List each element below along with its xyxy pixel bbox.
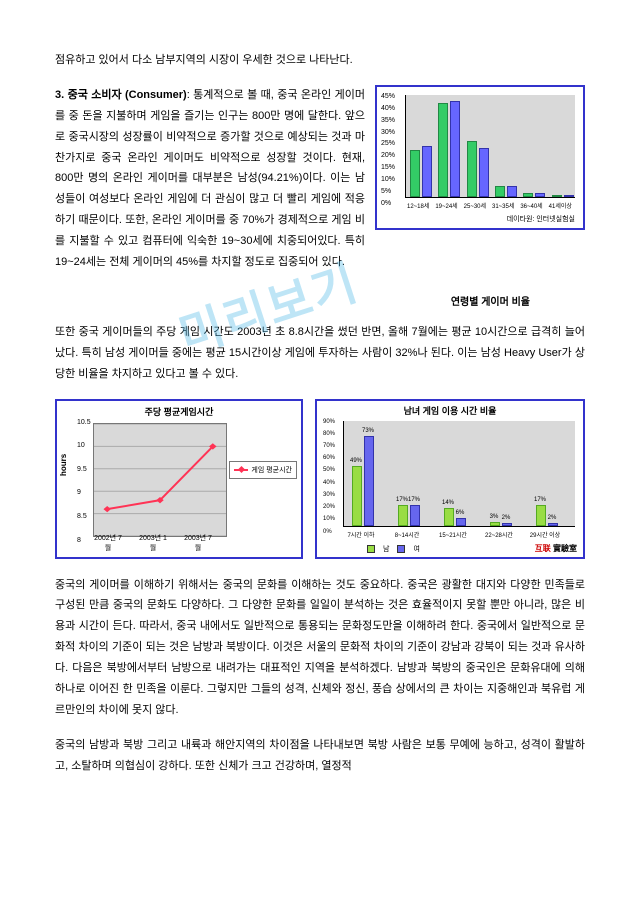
gender-bar-female (410, 505, 420, 526)
line-marker (103, 506, 110, 512)
hours-ytick: 8 (77, 537, 81, 544)
gender-ytick: 60% (323, 455, 335, 461)
gender-ytick: 80% (323, 431, 335, 437)
gender-ytick: 0% (323, 529, 332, 535)
gender-ytick: 20% (323, 504, 335, 510)
chart-row: 주당 평균게임시간 hours 10.5 10 9.5 9 8.5 8 2002년 7월 2… (55, 399, 585, 559)
legend-swatch-female (397, 545, 405, 553)
age-ratio-chart: 45% 40% 35% 30% 25% 20% 15% 10% 5% 0% 12~18세 19~24… (375, 85, 585, 230)
bar-value-male: 49% (346, 458, 366, 464)
gender-xtick: 29시간 이상 (529, 530, 561, 539)
hours-xtick: 2003년 7월 (183, 533, 213, 553)
gender-bar-female (502, 523, 512, 525)
hours-ytick: 10.5 (77, 419, 91, 426)
gender-ytick: 70% (323, 443, 335, 449)
legend-swatch (234, 469, 248, 471)
age-ytick: 10% (381, 176, 395, 183)
age-ytick: 15% (381, 164, 395, 171)
age-bar-a (523, 193, 533, 197)
gender-bar-female (548, 523, 558, 525)
age-chart-source: 데이타원: 인터넷실험실 (507, 214, 575, 224)
bar-value-female: 73% (358, 428, 378, 434)
weekly-hours-plot (93, 423, 227, 537)
age-xtick: 19~24세 (435, 201, 457, 210)
line-chart-svg (94, 424, 226, 536)
legend-female: 여 (413, 544, 419, 554)
bar-value-female: 6% (450, 510, 470, 516)
age-chart-caption: 연령별 게이머 비율 (55, 293, 585, 308)
hours-ytick: 9.5 (77, 466, 87, 473)
section-heading: 3. 중국 소비자 (Consumer) (55, 89, 187, 101)
gender-bar-female (364, 436, 374, 525)
hours-ytick: 10 (77, 442, 85, 449)
age-xtick: 41세이상 (549, 201, 572, 210)
age-bar-b (479, 148, 489, 197)
bar-value-male: 14% (438, 500, 458, 506)
age-ytick: 0% (381, 200, 391, 207)
hours-ytick: 8.5 (77, 513, 87, 520)
gender-bar-female (456, 518, 466, 525)
gender-ytick: 50% (323, 467, 335, 473)
age-ytick: 20% (381, 152, 395, 159)
legend-male: 남 (383, 544, 389, 554)
weekly-hours-legend: 게임 평균시간 (229, 461, 297, 479)
gender-ytick: 30% (323, 492, 335, 498)
age-bar-b (564, 195, 574, 197)
gender-xtick: 15~21시간 (437, 530, 469, 539)
gender-ytick: 90% (323, 419, 335, 425)
age-xtick: 36~40세 (520, 201, 542, 210)
age-bar-b (535, 193, 545, 197)
bar-value-female: 17% (404, 497, 424, 503)
gender-hours-plot: 49%73%17%17%14%6%3%2%17%2% (343, 421, 575, 527)
weekly-hours-chart: 주당 평균게임시간 hours 10.5 10 9.5 9 8.5 8 2002년 7월 2… (55, 399, 303, 559)
gender-bar-male (398, 505, 408, 526)
age-xtick: 12~18세 (407, 201, 429, 210)
hours-ytick: 9 (77, 489, 81, 496)
hours-xtick: 2002년 7월 (93, 533, 123, 553)
gender-hours-title: 남녀 게임 이용 시간 비율 (317, 404, 583, 417)
hours-xtick: 2003년 1월 (138, 533, 168, 553)
gender-xtick: 7시간 이하 (345, 530, 377, 539)
gender-hours-legend: 남 여 (367, 544, 420, 554)
weekly-hours-title: 주당 평균게임시간 (57, 405, 301, 418)
age-bar-a (467, 141, 477, 197)
age-ytick: 5% (381, 188, 391, 195)
age-ytick: 25% (381, 140, 395, 147)
weekly-hours-ylabel: hours (59, 453, 68, 475)
gender-bar-male (490, 522, 500, 526)
age-ytick: 35% (381, 117, 395, 124)
paragraph-3: 또한 중국 게이머들의 주당 게임 시간도 2003년 초 8.8시간을 썼던 … (55, 322, 585, 385)
paragraph-4: 중국의 게이머를 이해하기 위해서는 중국의 문화를 이해하는 것도 중요하다.… (55, 575, 585, 721)
gender-xtick: 22~28시간 (483, 530, 515, 539)
paragraph-1: 점유하고 있어서 다소 남부지역의 시장이 우세한 것으로 나타난다. (55, 50, 585, 71)
age-xtick: 31~35세 (492, 201, 514, 210)
age-bar-b (450, 101, 460, 197)
age-ytick: 30% (381, 129, 395, 136)
bar-value-female: 2% (496, 515, 516, 521)
age-bar-a (410, 150, 420, 197)
age-bar-a (495, 186, 505, 197)
age-ytick: 40% (381, 105, 395, 112)
gender-ytick: 40% (323, 480, 335, 486)
gender-xtick: 8~14시간 (391, 530, 423, 539)
age-xtick: 25~30세 (464, 201, 486, 210)
age-bar-a (552, 195, 562, 197)
gender-ytick: 10% (323, 516, 335, 522)
bar-value-male: 17% (530, 497, 550, 503)
age-bar-a (438, 103, 448, 197)
bar-value-female: 2% (542, 515, 562, 521)
legend-swatch-male (367, 545, 375, 553)
age-bar-b (507, 186, 517, 197)
paragraph-5: 중국의 남방과 북방 그리고 내륙과 해안지역의 차이점을 나타내보면 북방 사… (55, 735, 585, 777)
legend-label: 게임 평균시간 (251, 465, 292, 475)
gender-hours-chart: 남녀 게임 이용 시간 비율 49%73%17%17%14%6%3%2%17%2… (315, 399, 585, 559)
gender-bar-male (352, 466, 362, 526)
age-ytick: 45% (381, 93, 395, 100)
age-bar-b (422, 146, 432, 197)
age-chart-plot (405, 95, 575, 198)
gender-hours-source: 互联 實驗室 (535, 543, 577, 554)
paragraph-2-body: : 통계적으로 볼 때, 중국 온라인 게이머를 중 돈을 지불하며 게임을 즐… (55, 89, 365, 268)
